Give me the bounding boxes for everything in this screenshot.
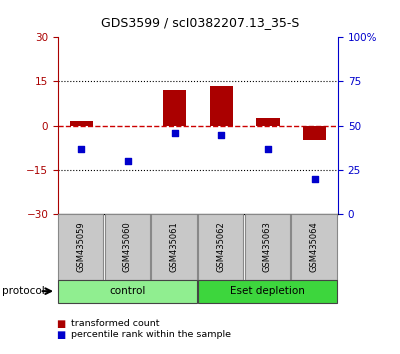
Bar	[303, 126, 326, 141]
Bar	[256, 118, 280, 126]
Text: ■: ■	[56, 319, 65, 329]
Text: percentile rank within the sample: percentile rank within the sample	[71, 330, 231, 339]
Bar	[70, 121, 93, 126]
Text: GSM435063: GSM435063	[263, 222, 272, 272]
Point	[218, 132, 224, 137]
Bar	[163, 90, 186, 126]
Bar	[210, 86, 233, 126]
Point	[78, 146, 84, 152]
Text: GSM435062: GSM435062	[216, 222, 225, 272]
Text: Eset depletion: Eset depletion	[230, 286, 305, 296]
Point	[312, 176, 318, 182]
Text: GSM435064: GSM435064	[310, 222, 318, 272]
Point	[265, 146, 271, 152]
Text: protocol: protocol	[2, 286, 45, 296]
Text: GSM435060: GSM435060	[123, 222, 132, 272]
Point	[172, 130, 178, 136]
Point	[125, 158, 131, 164]
Text: GSM435059: GSM435059	[76, 222, 85, 272]
Text: control: control	[109, 286, 146, 296]
Text: transformed count: transformed count	[71, 319, 160, 329]
Text: GSM435061: GSM435061	[170, 222, 178, 272]
Text: ■: ■	[56, 330, 65, 339]
Text: GDS3599 / scI0382207.13_35-S: GDS3599 / scI0382207.13_35-S	[101, 16, 299, 29]
